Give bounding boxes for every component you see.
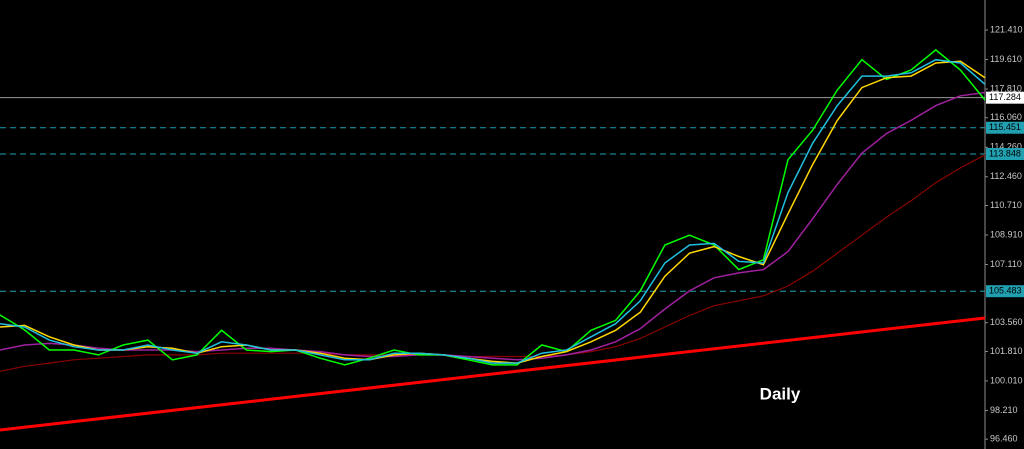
y-tick-label: 107.110: [990, 259, 1022, 269]
annotation: Daily: [760, 384, 801, 403]
series-line: [0, 316, 986, 432]
y-tick-label: 96.460: [990, 434, 1018, 444]
series-line: [0, 154, 986, 372]
level-label: 117.284: [989, 92, 1021, 102]
level-label: 115.451: [989, 122, 1021, 132]
level-label-box: [986, 285, 1024, 298]
series-line: [0, 58, 986, 364]
level-label-box: [986, 91, 1024, 104]
level-label-box: [986, 148, 1024, 161]
level-label-box: [986, 121, 1024, 134]
y-tick-label: 121.410: [990, 24, 1023, 34]
y-tick-label: 98.210: [990, 405, 1018, 415]
y-tick-label: 103.560: [990, 317, 1023, 327]
y-tick-label: 117.810: [990, 83, 1022, 93]
level-label: 105.483: [989, 286, 1022, 296]
level-label: 113.848: [989, 148, 1021, 158]
y-tick-label: 116.060: [990, 112, 1022, 122]
y-tick-label: 108.910: [990, 229, 1023, 239]
y-tick-label: 100.010: [990, 375, 1023, 385]
y-tick-label: 119.610: [990, 54, 1022, 64]
series-line: [0, 91, 986, 361]
series-line: [0, 48, 986, 366]
y-tick-label: 101.810: [990, 346, 1023, 356]
y-tick-label: 114.260: [990, 142, 1022, 152]
y-tick-label: 112.460: [990, 171, 1022, 181]
y-tick-label: 110.710: [990, 200, 1022, 210]
